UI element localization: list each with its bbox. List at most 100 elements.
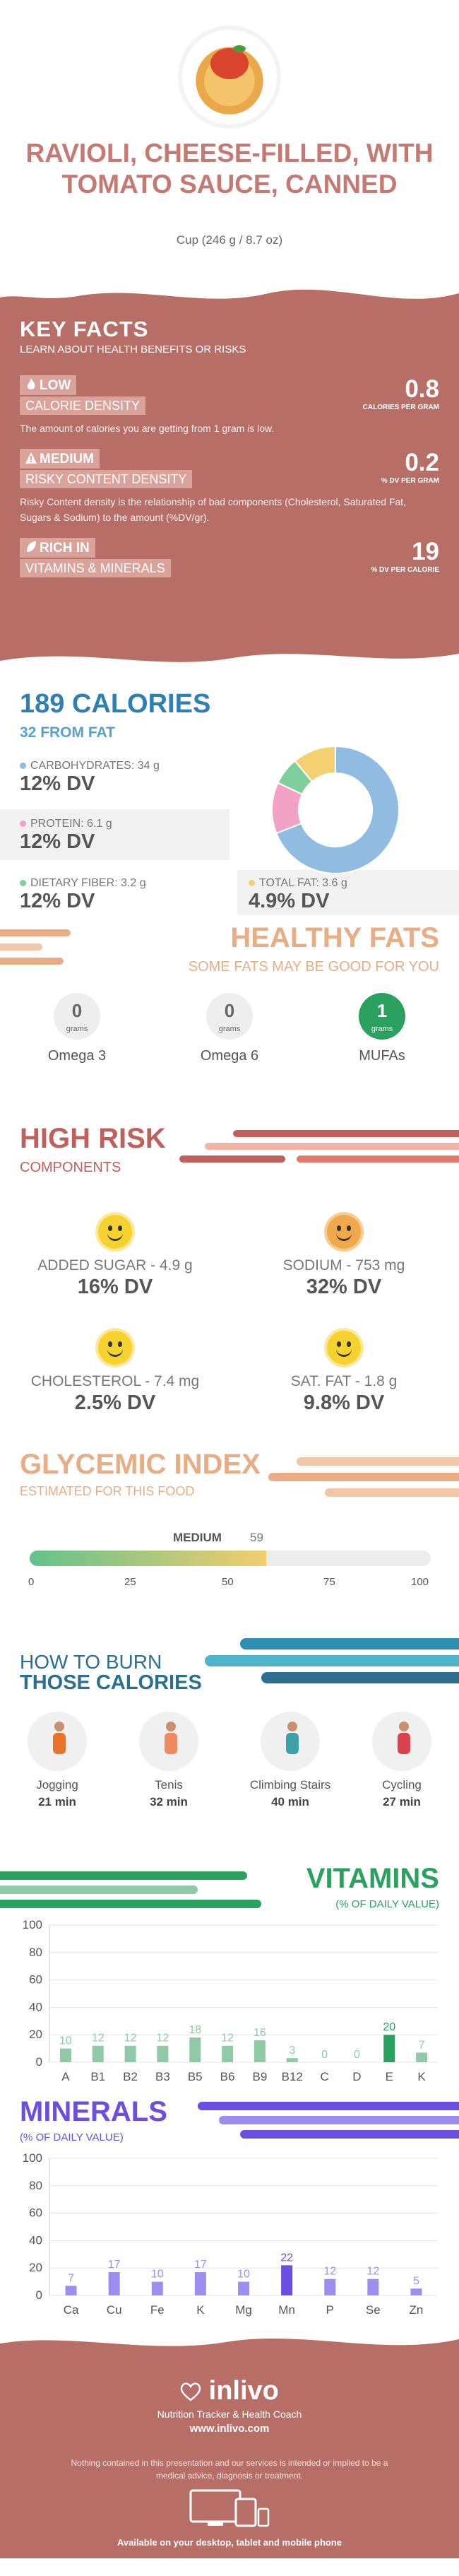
x-tick-label: K xyxy=(196,2303,205,2317)
leaf-icon xyxy=(27,541,36,552)
devices-icon xyxy=(189,2489,270,2527)
fact-value: 19 xyxy=(412,538,439,565)
flame-icon xyxy=(27,378,35,389)
vitamin-bar-B12 xyxy=(286,2058,298,2062)
x-tick-label: B3 xyxy=(155,2070,170,2083)
x-tick-label: P xyxy=(326,2303,334,2317)
wave-divider xyxy=(0,2325,459,2346)
x-tick-label: C xyxy=(320,2070,328,2083)
minerals-title: MINERALS xyxy=(20,2096,167,2127)
healthy-fats-subtitle: SOME FATS MAY BE GOOD FOR YOU xyxy=(188,959,439,975)
glycemic-tick: 25 xyxy=(124,1576,136,1588)
sodium-item: SODIUM - 753 mg 32% DV xyxy=(242,1215,446,1299)
y-tick-label: 60 xyxy=(29,2206,42,2220)
jogging-activity: Jogging 21 min xyxy=(4,1712,110,1809)
footer-url-link[interactable]: www.inlivo.com xyxy=(189,2423,270,2435)
data-label: 10 xyxy=(237,2269,250,2281)
glycemic-index-subtitle: ESTIMATED FOR THIS FOOD xyxy=(20,1484,195,1498)
saturated-fat-item: SAT. FAT - 1.8 g 9.8% DV xyxy=(242,1331,446,1415)
glycemic-value: 59 xyxy=(250,1531,263,1544)
calories-from-fat: 32 FROM FAT xyxy=(20,724,115,741)
mineral-bar-Se xyxy=(367,2278,379,2295)
data-label: 12 xyxy=(92,2033,105,2045)
minerals-section: MINERALS (% OF DAILY VALUE) 0 20 40 60 80 100… xyxy=(0,2092,459,2325)
vitamin-bar-B9 xyxy=(254,2040,266,2062)
smiley-icon xyxy=(327,1331,361,1365)
mineral-bar-Mg xyxy=(238,2281,249,2295)
fact-unit: CALORIES PER GRAM xyxy=(362,404,439,411)
level-badge: RICH IN xyxy=(20,538,95,558)
decorative-stripes xyxy=(205,1638,459,1683)
data-label: 17 xyxy=(108,2259,121,2271)
data-label: 3 xyxy=(289,2045,295,2057)
healthy-fats-title: HEALTHY FATS xyxy=(230,922,439,953)
dietary-fiber-stat: DIETARY FIBER: 3.2 g 12% DV xyxy=(20,877,146,912)
vitamin-bar-A xyxy=(59,2048,71,2062)
data-label: 22 xyxy=(280,2252,293,2264)
macro-donut-chart xyxy=(271,745,400,874)
y-tick-label: 40 xyxy=(29,2233,42,2247)
vitamins-subtitle: (% OF DAILY VALUE) xyxy=(335,1898,439,1910)
glycemic-tick: 0 xyxy=(28,1576,35,1588)
footer-tagline: Nutrition Tracker & Health Coach xyxy=(157,2409,302,2420)
wave-divider xyxy=(0,654,459,675)
x-tick-label: B2 xyxy=(123,2070,138,2083)
y-tick-label: 100 xyxy=(23,1918,42,1931)
data-label: 5 xyxy=(413,2275,419,2287)
climbing-stairs-activity: Climbing Stairs 40 min xyxy=(237,1712,343,1809)
omega-6-item: 0 grams Omega 6 xyxy=(177,993,282,1064)
data-label: 7 xyxy=(419,2039,425,2051)
x-tick-label: K xyxy=(417,2070,426,2083)
data-label: 10 xyxy=(151,2269,164,2281)
inlivo-logo[interactable]: inlivo xyxy=(0,2376,459,2406)
x-tick-label: Mn xyxy=(278,2303,295,2317)
vitamins-section: VITAMINS (% OF DAILY VALUE) 0 20 40 60 80 100… xyxy=(0,1859,459,2092)
fact-label: CALORIE DENSITY xyxy=(20,396,146,415)
minerals-subtitle: (% OF DAILY VALUE) xyxy=(20,2131,124,2143)
serving-size: Cup (246 g / 8.7 oz) xyxy=(176,233,283,247)
calories-title: 189 CALORIES xyxy=(20,689,211,719)
x-tick-label: B9 xyxy=(253,2070,268,2083)
x-tick-label: Ca xyxy=(64,2303,79,2317)
x-tick-label: E xyxy=(386,2070,393,2083)
glycemic-index-section: GLYCEMIC INDEX ESTIMATED FOR THIS FOOD M… xyxy=(0,1449,459,1633)
data-label: 12 xyxy=(221,2033,234,2045)
protein-stat: PROTEIN: 6.1 g 12% DV xyxy=(20,818,112,853)
fact-value: 0.8 xyxy=(405,375,439,403)
cholesterol-item: CHOLESTEROL - 7.4 mg 2.5% DV xyxy=(13,1331,217,1415)
donut-slice-carbohydrates xyxy=(275,745,400,874)
decorative-stripes xyxy=(0,929,71,965)
vitamin-bar-B3 xyxy=(157,2045,169,2062)
tennis-activity: Tenis 32 min xyxy=(116,1712,222,1809)
mineral-bar-Cu xyxy=(108,2272,120,2295)
key-facts-title: KEY FACTS xyxy=(20,317,149,341)
data-label: 12 xyxy=(124,2033,137,2045)
x-tick-label: B12 xyxy=(282,2070,303,2083)
total-fat-stat: TOTAL FAT: 3.6 g 4.9% DV xyxy=(249,877,347,912)
smiley-icon xyxy=(98,1215,132,1249)
decorative-stripes xyxy=(179,1130,459,1163)
fact-description: The amount of calories you are getting f… xyxy=(20,423,275,434)
x-tick-label: Zn xyxy=(410,2303,424,2317)
data-label: 17 xyxy=(194,2259,207,2271)
jogging-icon xyxy=(28,1712,87,1771)
data-label: 12 xyxy=(157,2033,169,2045)
vitamin-bar-B6 xyxy=(222,2045,234,2062)
mineral-bar-Fe xyxy=(151,2281,163,2295)
footer-availability: Available on your desktop, tablet and mo… xyxy=(117,2537,342,2548)
wave-divider xyxy=(0,272,459,299)
key-facts-section: KEY FACTS LEARN ABOUT HEALTH BENEFITS OR… xyxy=(0,272,459,675)
burn-subtitle: THOSE CALORIES xyxy=(20,1671,202,1694)
y-tick-label: 0 xyxy=(36,2055,42,2069)
data-label: 18 xyxy=(189,2024,201,2036)
calories-section: 189 CALORIES 32 FROM FAT CARBOHYDRATES: … xyxy=(0,675,459,915)
cycling-icon xyxy=(372,1712,431,1771)
high-risk-title: HIGH RISK xyxy=(20,1127,166,1154)
fact-unit: % DV PER GRAM xyxy=(381,477,439,485)
fact-label: VITAMINS & MINERALS xyxy=(20,559,171,577)
data-label: 10 xyxy=(59,2035,72,2047)
header-section: RAVIOLI, CHEESE-FILLED, WITH TOMATO SAUC… xyxy=(0,0,459,272)
mineral-bar-K xyxy=(194,2272,206,2295)
key-facts-subtitle: LEARN ABOUT HEALTH BENEFITS OR RISKS xyxy=(20,343,246,355)
x-tick-label: Fe xyxy=(150,2303,165,2317)
